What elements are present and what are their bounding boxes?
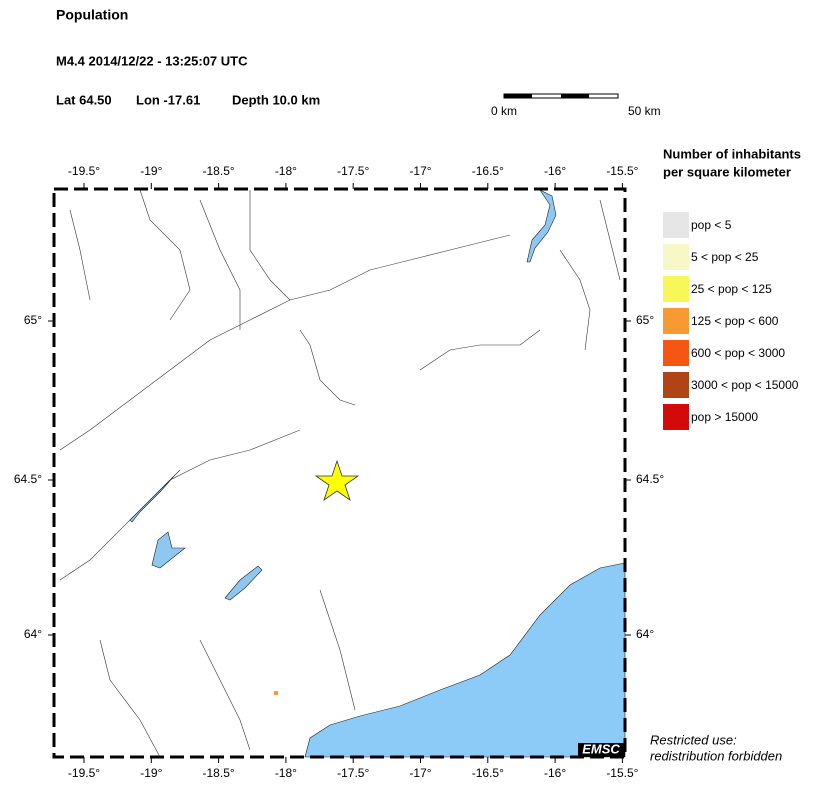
legend-label: pop > 15000 [691,410,758,424]
lon-label: -19° [140,164,162,178]
lon-label: -18.5° [203,766,235,780]
lon-label: -18° [275,164,297,178]
legend-label: 5 < pop < 25 [691,250,759,264]
lon-label: -18.5° [203,164,235,178]
lat-label: 64° [636,627,654,641]
note: Restricted use: [650,732,737,747]
legend-title: Number of inhabitants [663,146,801,161]
rivers [59,189,621,758]
lake [526,189,557,263]
lon-label: -19.5° [68,766,100,780]
lon-label: -17.5° [337,766,369,780]
legend-swatch [663,308,689,334]
lon-label: -19° [140,766,162,780]
sea [304,562,626,758]
lon-label: -16.5° [472,766,504,780]
lake [151,531,186,569]
lon-label: -16° [544,766,566,780]
legend-label: 25 < pop < 125 [691,282,772,296]
lon-label: -16.5° [472,164,504,178]
lon: Lon -17.61 [136,92,200,107]
lon-label: -16° [544,164,566,178]
legend-title: per square kilometer [663,164,791,179]
epicenter [314,459,360,502]
lon-label: -19.5° [68,164,100,178]
event: M4.4 2014/12/22 - 13:25:07 UTC [56,53,248,68]
legend-swatch [663,372,689,398]
legend-swatch [663,404,689,430]
lat-label: 64° [24,627,42,641]
scale-start: 0 km [491,104,517,118]
lon-label: -17.5° [337,164,369,178]
legend-swatch [663,276,689,302]
note: redistribution forbidden [650,748,782,763]
legend-label: 125 < pop < 600 [691,314,779,328]
scale-bar [503,93,619,99]
legend-swatch [663,244,689,270]
legend-label: pop < 5 [691,218,732,232]
lake [224,565,263,601]
lat: Lat 64.50 [56,92,112,107]
lat-label: 64.5° [14,472,42,486]
title: Population [56,7,128,23]
legend-swatch [663,340,689,366]
depth: Depth 10.0 km [232,92,320,107]
lon-label: -17° [409,766,431,780]
lat-label: 64.5° [636,472,664,486]
lon-label: -15.5° [606,164,638,178]
legend-swatch [663,212,689,238]
lon-label: -17° [409,164,431,178]
lat-label: 65° [24,313,42,327]
lon-label: -15.5° [606,766,638,780]
lat-label: 65° [636,313,654,327]
logo: EMSC [582,741,620,756]
map [52,187,627,759]
legend-label: 3000 < pop < 15000 [691,378,799,392]
scale-end: 50 km [628,104,661,118]
legend-label: 600 < pop < 3000 [691,346,785,360]
lon-label: -18° [275,766,297,780]
